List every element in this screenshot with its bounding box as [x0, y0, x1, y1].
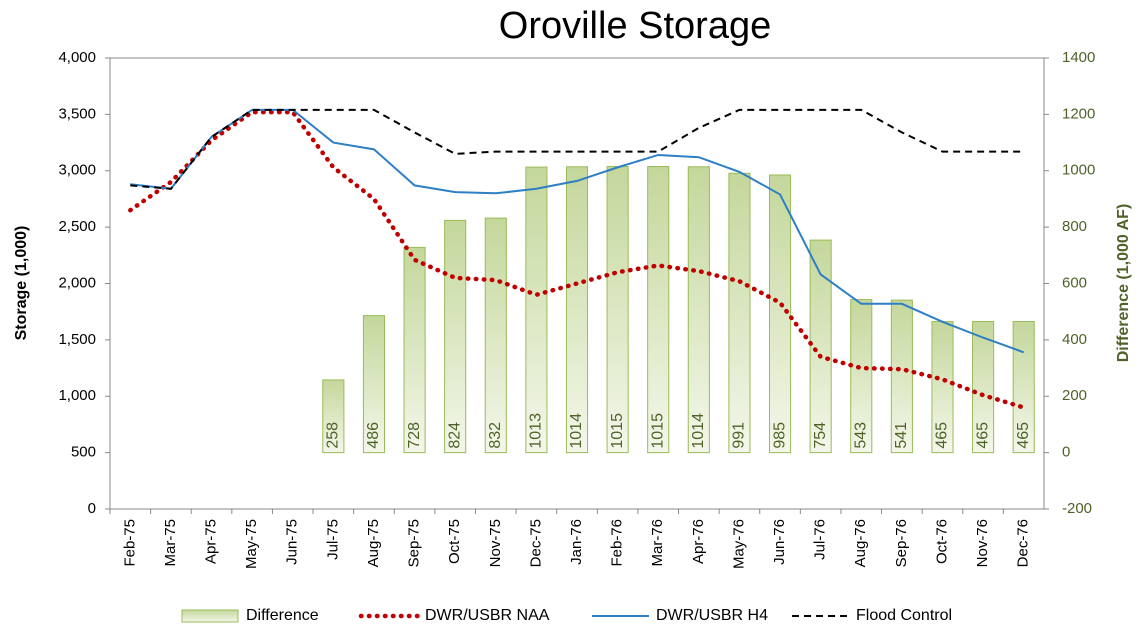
x-tick-label: Feb-75 [121, 519, 138, 567]
y-tick-label: 0 [88, 500, 96, 517]
data-label: 486 [365, 422, 382, 449]
x-tick-label: Oct-75 [446, 519, 463, 564]
y-tick-label: 2,000 [58, 274, 96, 291]
legend-label: DWR/USBR H4 [656, 607, 768, 624]
bar [484, 217, 507, 454]
x-tick-label: Jan-76 [568, 519, 585, 565]
bar [768, 174, 792, 454]
data-label: 824 [446, 422, 463, 449]
legend-label: DWR/USBR NAA [425, 607, 550, 624]
x-tick-label: Aug-76 [852, 519, 869, 567]
bar [728, 172, 751, 454]
data-label: 258 [325, 422, 342, 449]
data-label: 465 [974, 422, 991, 449]
y2-tick-label: 1200 [1062, 105, 1095, 122]
x-tick-label: Nov-76 [974, 519, 991, 567]
x-tick-label: Dec-75 [527, 519, 544, 567]
x-tick-label: Jun-75 [284, 519, 301, 565]
data-label: 541 [893, 422, 910, 449]
legend-label: Difference [246, 607, 319, 624]
data-label: 465 [934, 422, 951, 449]
data-label: 991 [731, 422, 748, 449]
bar [606, 166, 629, 454]
line [128, 109, 1026, 410]
data-label: 1013 [528, 413, 545, 449]
y-tick-label: 500 [71, 444, 96, 461]
x-tick-label: Dec-76 [1015, 519, 1032, 567]
data-label: 985 [771, 422, 788, 449]
x-tick-label: May-75 [243, 519, 260, 569]
bar [850, 299, 873, 454]
bar [403, 246, 426, 454]
bar [972, 321, 995, 454]
bar [322, 379, 345, 454]
y-axis-label: Storage (1,000) [13, 226, 30, 341]
data-label: 1015 [649, 413, 666, 449]
y-tick-label: 1,500 [58, 331, 96, 348]
bar [525, 166, 548, 454]
x-tick-label: Feb-76 [609, 519, 626, 567]
legend-swatch [181, 609, 239, 623]
bar [444, 219, 467, 454]
x-tick-label: Aug-75 [365, 519, 382, 567]
data-label: 832 [487, 422, 504, 449]
y-tick-label: 3,000 [58, 162, 96, 179]
bar [809, 239, 832, 454]
chart-title: Oroville Storage [499, 5, 771, 47]
x-tick-label: Sep-76 [893, 519, 910, 567]
x-tick-label: Mar-75 [162, 519, 179, 567]
line [130, 108, 1024, 190]
data-label: 1014 [568, 413, 585, 449]
x-tick-label: Apr-76 [690, 519, 707, 564]
data-label: 1015 [609, 413, 626, 449]
bar [565, 166, 589, 454]
y2-tick-label: 1000 [1062, 162, 1095, 179]
data-label: 1014 [690, 413, 707, 449]
y-tick-label: 2,500 [58, 218, 96, 235]
y2-tick-label: -200 [1062, 500, 1092, 517]
y2-tick-label: 0 [1062, 444, 1070, 461]
y2-tick-label: 1400 [1062, 49, 1095, 66]
bar [647, 166, 670, 454]
data-label: 728 [406, 422, 423, 449]
x-tick-label: Sep-75 [406, 519, 423, 567]
data-label: 543 [852, 422, 869, 449]
y2-tick-label: 400 [1062, 331, 1087, 348]
bar [1012, 321, 1035, 454]
x-tick-label: Jun-76 [771, 519, 788, 565]
x-tick-label: Apr-75 [202, 519, 219, 564]
y2-tick-label: 600 [1062, 274, 1087, 291]
bar [362, 315, 386, 454]
y-tick-label: 4,000 [58, 49, 96, 66]
y2-tick-label: 200 [1062, 387, 1087, 404]
bar [687, 166, 710, 454]
x-tick-label: Mar-76 [649, 519, 666, 567]
legend-label: Flood Control [856, 607, 952, 624]
x-tick-label: May-76 [730, 519, 747, 569]
x-tick-label: Jul-76 [812, 519, 829, 560]
y-tick-label: 1,000 [58, 387, 96, 404]
bar [890, 299, 913, 454]
y2-tick-label: 800 [1062, 218, 1087, 235]
x-tick-label: Nov-75 [487, 519, 504, 567]
x-tick-label: Jul-75 [324, 519, 341, 560]
y2-axis-label: Difference (1,000 AF) [1115, 204, 1132, 363]
x-tick-label: Oct-76 [933, 519, 950, 564]
y-tick-label: 3,500 [58, 105, 96, 122]
data-label: 754 [812, 422, 829, 449]
data-label: 465 [1015, 422, 1032, 449]
